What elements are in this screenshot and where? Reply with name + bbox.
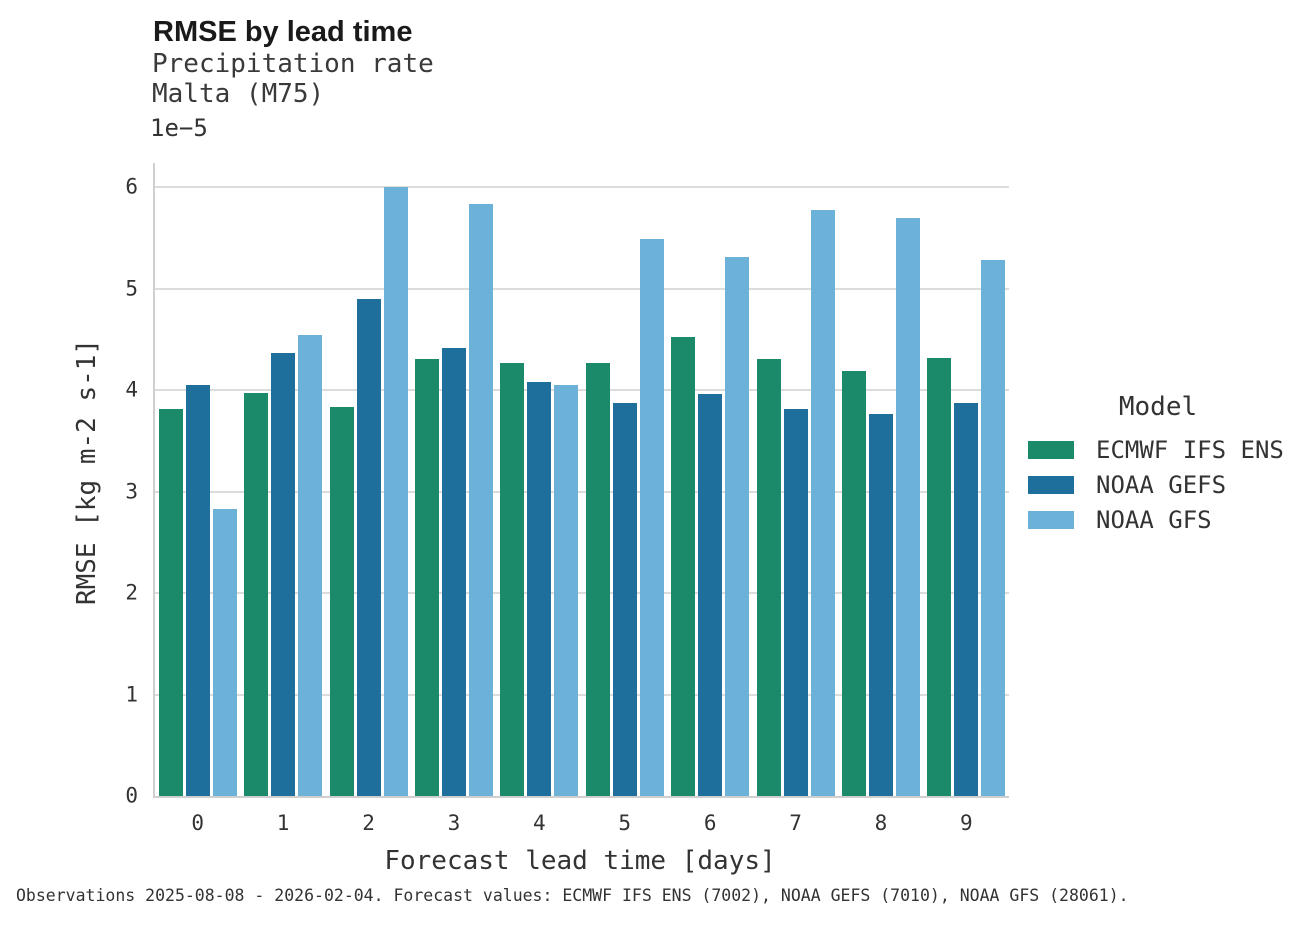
- bar-noaa-gfs-day-0: [212, 508, 237, 796]
- bars-layer: 0 1 2 3 4 5 6 7 8 9: [155, 163, 1009, 835]
- legend-swatch-ecmwf-ifs-ens: [1028, 441, 1074, 459]
- bar-noaa-gefs-day-9: [954, 403, 979, 796]
- bar-ecmwf-ifs-ens-day-5: [585, 362, 610, 796]
- x-axis-title: Forecast lead time [days]: [384, 846, 776, 876]
- y-tick-label-5: 5: [125, 276, 138, 301]
- bar-noaa-gfs-day-1: [298, 335, 323, 796]
- bar-ecmwf-ifs-ens-day-2: [329, 407, 354, 796]
- x-tick-label-5: 5: [618, 811, 632, 835]
- caption: Observations 2025-08-08 - 2026-02-04. Fo…: [16, 886, 1129, 905]
- bar-noaa-gefs-day-3: [441, 347, 466, 796]
- gridline-y2: [155, 592, 1009, 595]
- x-tick-label-4: 4: [533, 811, 546, 835]
- bar-noaa-gfs-day-8: [895, 217, 920, 796]
- legend-item-noaa-gfs: NOAA GFS: [1028, 506, 1307, 534]
- chart-subtitle-variable: Precipitation rate: [152, 49, 434, 79]
- bar-ecmwf-ifs-ens-day-6: [671, 337, 696, 796]
- y-axis-title: RMSE [kg m-2 s-1]: [72, 338, 102, 606]
- bar-noaa-gefs-day-1: [271, 352, 296, 796]
- bar-noaa-gefs-day-4: [527, 382, 552, 796]
- gridline-y3: [155, 490, 1009, 493]
- bar-noaa-gefs-day-5: [612, 403, 637, 796]
- bar-noaa-gfs-day-7: [810, 209, 835, 796]
- gridline-y1: [155, 693, 1009, 696]
- bar-ecmwf-ifs-ens-day-3: [414, 358, 439, 796]
- y-tick-label-4: 4: [125, 377, 138, 402]
- chart-title: RMSE by lead time: [153, 16, 413, 48]
- bar-noaa-gefs-day-0: [185, 385, 210, 796]
- gridline-y5: [155, 287, 1009, 290]
- y-tick-label-2: 2: [125, 580, 138, 605]
- y-tick-label-6: 6: [125, 174, 138, 199]
- x-tick-label-2: 2: [362, 811, 375, 835]
- bar-noaa-gefs-day-8: [868, 413, 893, 796]
- bar-noaa-gefs-day-6: [698, 394, 723, 796]
- bar-noaa-gfs-day-5: [639, 239, 664, 796]
- bar-noaa-gfs-day-2: [383, 187, 408, 796]
- legend-items: ECMWF IFS ENS NOAA GEFS NOAA GFS: [1028, 436, 1307, 534]
- plot-area: 0 1 2 3 4 5 6 0 1 2 3 4 5 6 7 8 9: [125, 163, 1009, 835]
- bar-group-day-3: 3: [411, 163, 496, 835]
- y-axis-offset-label: 1e−5: [150, 114, 208, 142]
- bar-noaa-gefs-day-2: [356, 298, 381, 796]
- x-tick-label-9: 9: [960, 811, 973, 835]
- legend-item-ecmwf-ifs-ens: ECMWF IFS ENS: [1028, 436, 1307, 464]
- x-tick-label-3: 3: [447, 811, 461, 835]
- y-tick-label-0: 0: [125, 783, 138, 808]
- gridline-layer: [155, 163, 1009, 796]
- bar-ecmwf-ifs-ens-day-7: [756, 358, 781, 796]
- legend-swatch-noaa-gefs: [1028, 476, 1074, 494]
- bar-ecmwf-ifs-ens-day-8: [841, 370, 866, 796]
- bar-group-day-9: 9: [924, 163, 1009, 835]
- x-tick-label-6: 6: [703, 811, 717, 835]
- legend-label-ecmwf-ifs-ens: ECMWF IFS ENS: [1096, 436, 1284, 464]
- bar-noaa-gefs-day-7: [783, 408, 808, 796]
- bar-noaa-gfs-day-6: [725, 257, 750, 796]
- bar-ecmwf-ifs-ens-day-4: [500, 362, 525, 796]
- legend-item-noaa-gefs: NOAA GEFS: [1028, 471, 1307, 499]
- bar-group-day-5: 5: [582, 163, 667, 835]
- y-tick-label-1: 1: [125, 682, 138, 707]
- bar-ecmwf-ifs-ens-day-0: [158, 408, 183, 796]
- bar-ecmwf-ifs-ens-day-9: [927, 357, 952, 796]
- bar-group-day-6: 6: [667, 163, 752, 835]
- gridline-y6: [155, 186, 1009, 189]
- legend: Model ECMWF IFS ENS NOAA GEFS NOAA GFS: [1028, 392, 1307, 541]
- y-tick-label-3: 3: [125, 479, 138, 504]
- legend-title: Model: [1118, 392, 1198, 422]
- bar-group-day-1: 1: [240, 163, 325, 835]
- bar-group-day-0: 0: [155, 163, 240, 835]
- bar-group-day-7: 7: [753, 163, 838, 835]
- chart-subtitle-station: Malta (M75): [152, 79, 325, 109]
- x-tick-label-0: 0: [191, 811, 205, 835]
- legend-label-noaa-gefs: NOAA GEFS: [1096, 471, 1227, 499]
- bar-noaa-gfs-day-9: [981, 260, 1006, 796]
- bar-group-day-2: 2: [326, 163, 411, 835]
- x-tick-label-8: 8: [874, 811, 888, 835]
- x-tick-label-7: 7: [789, 811, 802, 835]
- bar-group-day-8: 8: [838, 163, 923, 835]
- bar-noaa-gfs-day-4: [554, 385, 579, 796]
- gridline-y4: [155, 389, 1009, 392]
- legend-label-noaa-gfs: NOAA GFS: [1096, 506, 1212, 534]
- x-tick-label-1: 1: [276, 811, 290, 835]
- bar-group-day-4: 4: [497, 163, 582, 835]
- bar-noaa-gfs-day-3: [468, 203, 493, 796]
- bar-ecmwf-ifs-ens-day-1: [244, 393, 269, 796]
- legend-swatch-noaa-gfs: [1028, 511, 1074, 529]
